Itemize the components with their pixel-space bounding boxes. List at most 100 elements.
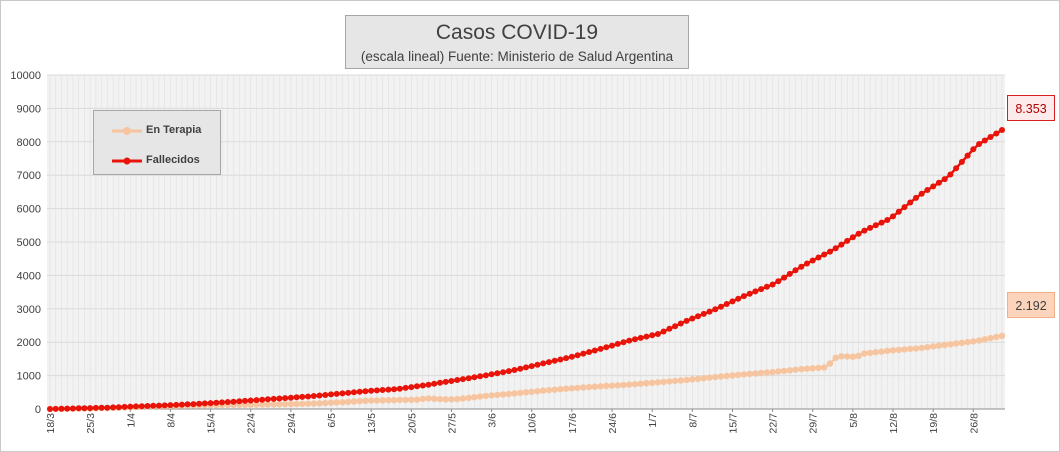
data-point-fallecidos	[609, 342, 615, 349]
data-point-en-terapia	[465, 394, 472, 401]
data-point-fallecidos	[477, 373, 484, 380]
data-point-fallecidos	[190, 401, 197, 408]
data-point-en-terapia	[677, 377, 684, 384]
x-tick-label: 27/5	[446, 413, 458, 434]
data-point-fallecidos	[213, 399, 220, 406]
data-point-en-terapia	[935, 342, 943, 349]
y-tick-label: 4000	[17, 270, 41, 282]
legend: En Terapia Fallecidos	[93, 110, 221, 175]
data-point-en-terapia	[786, 367, 793, 374]
data-point-fallecidos	[224, 399, 231, 405]
data-point-fallecidos	[528, 363, 535, 370]
data-point-en-terapia	[706, 374, 713, 381]
data-point-en-terapia	[608, 382, 616, 389]
data-point-en-terapia	[717, 373, 725, 380]
data-point-en-terapia	[362, 397, 369, 404]
data-point-en-terapia	[975, 337, 983, 344]
data-point-en-terapia	[901, 346, 908, 353]
data-point-fallecidos	[47, 406, 53, 412]
data-point-fallecidos	[591, 347, 598, 354]
data-point-fallecidos	[706, 308, 713, 315]
data-point-en-terapia	[603, 382, 610, 390]
data-point-en-terapia	[798, 365, 805, 373]
data-point-en-terapia	[390, 396, 398, 404]
data-point-fallecidos	[156, 402, 162, 409]
data-point-en-terapia	[310, 400, 317, 407]
data-point-en-terapia	[499, 391, 507, 398]
data-point-en-terapia	[585, 383, 593, 391]
series-layer	[46, 127, 1006, 413]
data-point-en-terapia	[815, 364, 822, 372]
data-point-fallecidos	[471, 374, 478, 381]
data-point-fallecidos	[494, 370, 501, 377]
data-point-fallecidos	[144, 403, 151, 409]
data-point-en-terapia	[626, 381, 633, 388]
data-point-fallecidos	[368, 387, 375, 394]
legend-label-en-terapia: En Terapia	[146, 124, 202, 136]
data-point-en-terapia	[368, 397, 375, 404]
data-point-fallecidos	[890, 213, 896, 220]
data-point-en-terapia	[557, 386, 564, 393]
data-point-fallecidos	[482, 372, 489, 379]
data-point-fallecidos	[396, 385, 403, 392]
data-point-fallecidos	[64, 405, 71, 412]
data-point-en-terapia	[689, 376, 696, 383]
data-point-fallecidos	[459, 376, 466, 383]
data-point-fallecidos	[821, 251, 828, 258]
data-point-en-terapia	[551, 386, 558, 393]
data-point-en-terapia	[436, 395, 444, 403]
data-point-fallecidos	[798, 263, 805, 270]
data-point-fallecidos	[385, 386, 392, 393]
data-point-fallecidos	[448, 378, 455, 384]
x-axis: 18/3 25/3 1/4 8/4 15/4 22/4 29/4 6/5 13/5 20/5 27/…	[45, 408, 1005, 434]
data-point-fallecidos	[379, 387, 386, 393]
data-point-en-terapia	[253, 401, 260, 408]
data-point-fallecidos	[815, 254, 822, 261]
data-point-en-terapia	[844, 353, 851, 360]
data-point-en-terapia	[763, 369, 771, 376]
data-point-fallecidos	[586, 349, 593, 355]
data-point-fallecidos	[935, 179, 942, 186]
data-point-fallecidos	[947, 171, 954, 178]
data-point-fallecidos	[425, 381, 432, 388]
data-point-en-terapia	[528, 388, 535, 395]
data-point-fallecidos	[264, 396, 271, 403]
data-point-fallecidos	[603, 344, 610, 351]
data-point-en-terapia	[866, 349, 874, 357]
data-point-fallecidos	[689, 315, 696, 322]
data-point-fallecidos	[700, 310, 707, 317]
data-point-en-terapia	[878, 348, 885, 355]
data-point-en-terapia	[540, 387, 547, 394]
data-point-en-terapia	[505, 390, 512, 398]
data-point-en-terapia	[591, 383, 598, 390]
y-tick-label: 8000	[17, 137, 41, 149]
data-point-fallecidos	[345, 389, 352, 396]
data-point-fallecidos	[310, 393, 317, 399]
data-point-fallecidos	[230, 398, 237, 405]
data-point-fallecidos	[104, 404, 111, 411]
data-point-fallecidos	[649, 332, 656, 339]
data-point-fallecidos	[373, 387, 380, 394]
x-tick-label: 25/3	[85, 413, 97, 434]
data-point-fallecidos	[127, 403, 134, 410]
data-point-fallecidos	[643, 333, 650, 340]
data-point-fallecidos	[712, 306, 719, 313]
data-point-en-terapia	[895, 346, 902, 354]
data-point-fallecidos	[884, 217, 891, 223]
data-point-fallecidos	[632, 336, 638, 343]
data-point-en-terapia	[643, 380, 650, 387]
callout-terapia-value: 2.192	[1007, 292, 1055, 318]
data-point-fallecidos	[861, 227, 868, 234]
data-point-fallecidos	[568, 353, 575, 360]
data-point-fallecidos	[282, 395, 289, 402]
data-point-fallecidos	[964, 152, 971, 159]
data-point-fallecidos	[133, 403, 139, 410]
data-point-fallecidos	[545, 359, 552, 366]
x-tick-label: 24/6	[607, 413, 619, 434]
data-point-en-terapia	[712, 373, 719, 381]
grid	[47, 74, 1005, 410]
data-point-en-terapia	[637, 380, 644, 387]
data-point-en-terapia	[740, 371, 748, 378]
data-point-en-terapia	[431, 395, 438, 402]
data-point-fallecidos	[740, 293, 747, 300]
